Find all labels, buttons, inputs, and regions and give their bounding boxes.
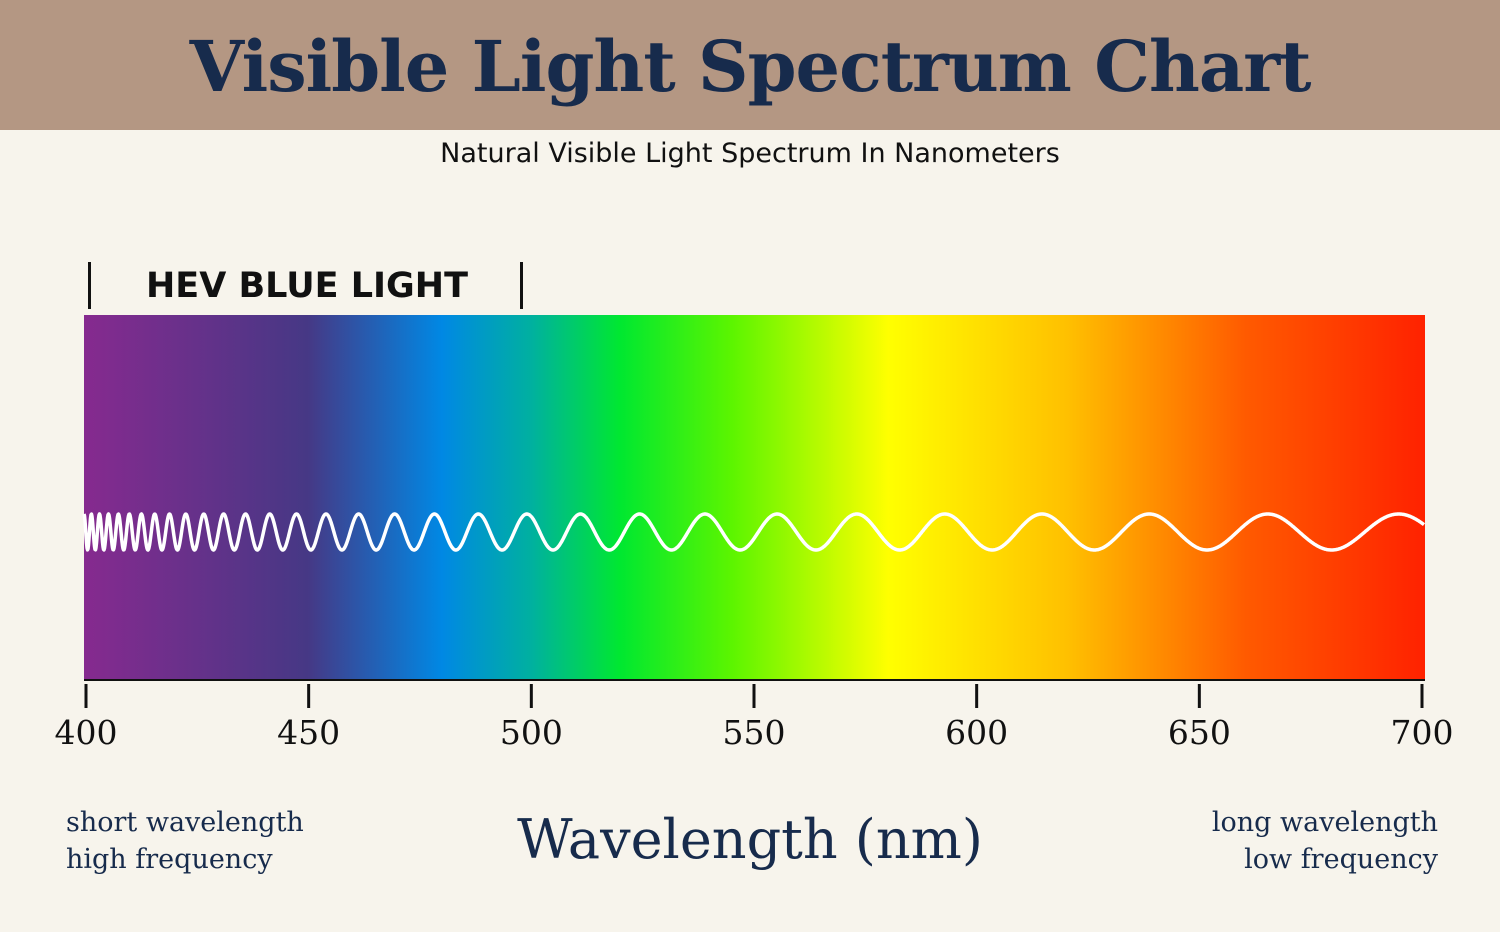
tick-label-600: 600 — [945, 713, 1008, 752]
tick-label-550: 550 — [723, 713, 786, 752]
header-band — [0, 0, 1500, 130]
high-frequency-text: high frequency — [66, 844, 273, 875]
long-wavelength-text: long wavelength — [1211, 807, 1438, 838]
tick-label-650: 650 — [1168, 713, 1231, 752]
tick-label-450: 450 — [277, 713, 340, 752]
tick-label-400: 400 — [55, 713, 118, 752]
spectrum-bar — [84, 315, 1425, 680]
low-frequency-text: low frequency — [1244, 844, 1438, 875]
short-wavelength-note: short wavelength high frequency — [66, 804, 304, 878]
hev-bracket-left — [88, 262, 91, 309]
hev-bracket-right — [520, 262, 523, 309]
wavelength-wave — [82, 512, 1426, 552]
hev-blue-light-label: HEV BLUE LIGHT — [146, 266, 468, 306]
page-title: Visible Light Spectrum Chart — [189, 25, 1312, 108]
tick-label-500: 500 — [500, 713, 563, 752]
short-wavelength-text: short wavelength — [66, 807, 304, 838]
page-subtitle: Natural Visible Light Spectrum In Nanome… — [440, 138, 1060, 169]
x-axis-title: Wavelength (nm) — [517, 808, 983, 871]
x-axis-ticks: 400 450 500 550 600 650 700 — [55, 684, 1454, 752]
long-wavelength-note: long wavelength low frequency — [1212, 804, 1438, 878]
tick-label-700: 700 — [1391, 713, 1454, 752]
